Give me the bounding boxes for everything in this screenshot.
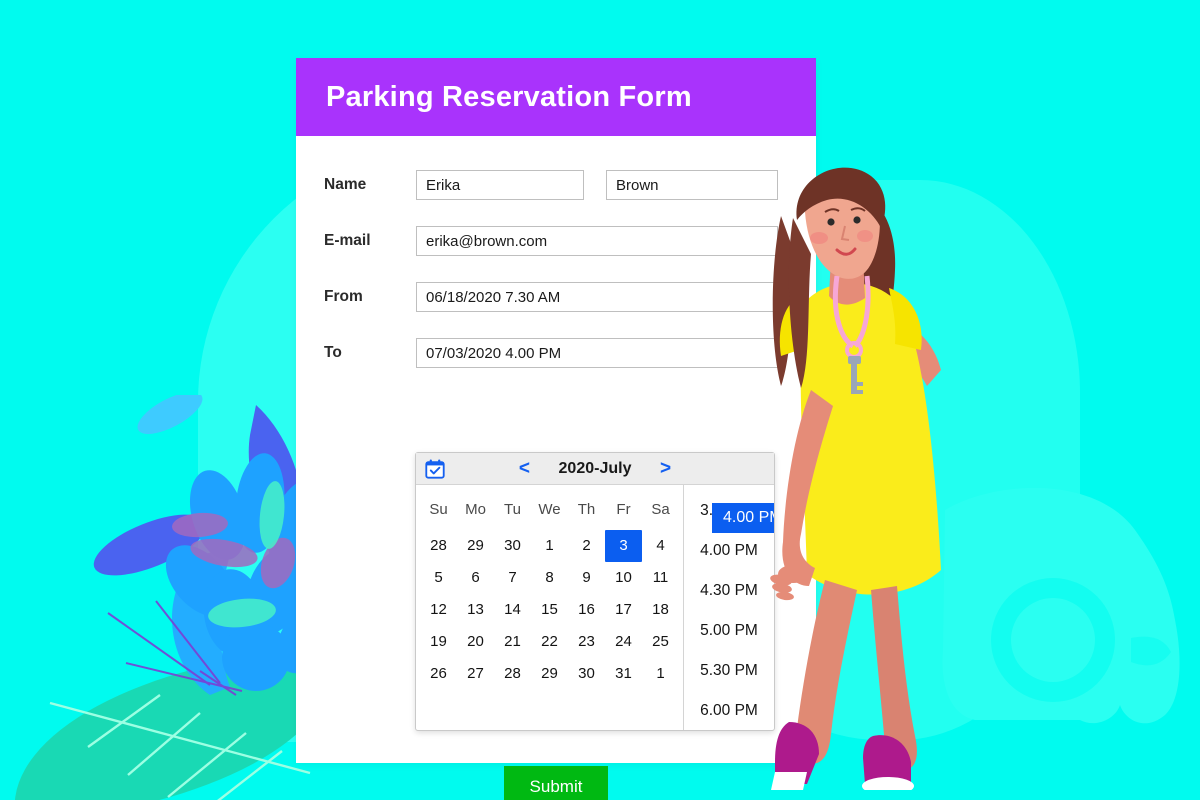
email-input[interactable]: erika@brown.com (416, 226, 778, 256)
day-cell[interactable]: 12 (430, 601, 447, 618)
day-cell[interactable]: 1 (656, 665, 665, 682)
day-cell[interactable]: 25 (652, 633, 669, 650)
picker-body: Su Mo Tu We Th Fr Sa 28 29 30 1 (416, 485, 774, 730)
weekday-mo: Mo (465, 501, 486, 518)
time-option[interactable]: 5.00 PM (700, 622, 758, 639)
selected-time-tooltip: 4.00 PM (712, 503, 774, 533)
day-cell[interactable]: 7 (508, 569, 517, 586)
day-cell[interactable]: 10 (615, 569, 632, 586)
card-header: Parking Reservation Form (296, 58, 816, 136)
time-option[interactable]: 6.00 PM (700, 702, 758, 719)
label-name: Name (324, 176, 367, 193)
day-cell[interactable]: 30 (504, 537, 521, 554)
card-body: Name Erika Brown E-mail erika@brown.com … (296, 136, 816, 800)
day-cell[interactable]: 5 (434, 569, 443, 586)
weekday-th: Th (577, 501, 596, 518)
day-cell[interactable]: 31 (615, 665, 632, 682)
time-option[interactable]: 4.00 PM (700, 542, 758, 559)
day-cell[interactable]: 18 (652, 601, 669, 618)
picker-nav: < 2020-July > (416, 459, 774, 478)
weekday-we: We (538, 501, 561, 518)
first-name-input[interactable]: Erika (416, 170, 584, 200)
day-cell[interactable]: 15 (541, 601, 558, 618)
form-row-from: From 06/18/2020 7.30 AM (324, 282, 792, 312)
day-cell[interactable]: 26 (430, 665, 447, 682)
form-row-email: E-mail erika@brown.com (324, 226, 792, 256)
day-cell[interactable]: 22 (541, 633, 558, 650)
day-cell[interactable]: 1 (545, 537, 554, 554)
form-row-name: Name Erika Brown (324, 170, 792, 200)
day-cell[interactable]: 16 (578, 601, 595, 618)
day-cell[interactable]: 2 (582, 537, 591, 554)
time-option[interactable]: 5.30 PM (700, 662, 758, 679)
day-cell[interactable]: 28 (430, 537, 447, 554)
from-datetime-input[interactable]: 06/18/2020 7.30 AM (416, 282, 778, 312)
day-cell[interactable]: 6 (471, 569, 480, 586)
day-cell[interactable]: 17 (615, 601, 632, 618)
label-to: To (324, 344, 342, 361)
time-option[interactable]: 4.30 PM (700, 582, 758, 599)
submit-button[interactable]: Submit (503, 766, 609, 800)
day-cell[interactable]: 28 (504, 665, 521, 682)
reservation-card: Parking Reservation Form Name Erika Brow… (296, 58, 816, 800)
last-name-input[interactable]: Brown (606, 170, 778, 200)
day-cell[interactable]: 19 (430, 633, 447, 650)
calendar-days-grid: 28 29 30 1 2 3 4 5 6 7 8 9 10 (420, 530, 679, 690)
weekday-tu: Tu (504, 501, 521, 518)
day-cell[interactable]: 21 (504, 633, 521, 650)
day-cell[interactable]: 13 (467, 601, 484, 618)
day-cell[interactable]: 9 (582, 569, 591, 586)
plant-decoration (93, 395, 340, 696)
day-cell-selected[interactable]: 3 (605, 530, 642, 562)
picker-header: < 2020-July > (416, 453, 774, 485)
prev-month-button[interactable]: < (518, 458, 530, 479)
day-cell[interactable]: 27 (467, 665, 484, 682)
weekday-fr: Fr (616, 501, 631, 518)
weekday-su: Su (429, 501, 448, 518)
leaf-veins-icon (49, 694, 311, 800)
label-from: From (324, 288, 363, 305)
calendar-weekday-header: Su Mo Tu We Th Fr Sa (420, 495, 679, 530)
day-cell[interactable]: 8 (545, 569, 554, 586)
submit-row: Submit (296, 766, 816, 800)
day-cell[interactable]: 29 (541, 665, 558, 682)
page-title: Parking Reservation Form (326, 80, 692, 113)
picker-month-label: 2020-July (558, 459, 632, 477)
label-email: E-mail (324, 232, 371, 249)
to-datetime-input[interactable]: 07/03/2020 4.00 PM (416, 338, 778, 368)
day-cell[interactable]: 11 (652, 569, 669, 586)
calendar-pane: Su Mo Tu We Th Fr Sa 28 29 30 1 (416, 485, 684, 730)
day-cell[interactable]: 14 (504, 601, 521, 618)
day-cell[interactable]: 4 (656, 537, 665, 554)
day-cell[interactable]: 20 (467, 633, 484, 650)
day-cell[interactable]: 23 (578, 633, 595, 650)
time-list[interactable]: 3.30 PM 4.00 PM 4.30 PM 5.00 PM 5.30 PM … (684, 485, 774, 730)
next-month-button[interactable]: > (660, 458, 672, 479)
datetime-picker-popover: < 2020-July > Su Mo Tu We Th Fr (415, 452, 775, 731)
calendar-check-icon[interactable] (424, 458, 446, 480)
car-watermark-icon (942, 487, 1180, 724)
woman-illustration (770, 167, 941, 790)
day-cell[interactable]: 30 (578, 665, 595, 682)
weekday-sa: Sa (651, 501, 670, 518)
form-row-to: To 07/03/2020 4.00 PM (324, 338, 792, 368)
day-cell[interactable]: 24 (615, 633, 632, 650)
day-cell[interactable]: 29 (467, 537, 484, 554)
